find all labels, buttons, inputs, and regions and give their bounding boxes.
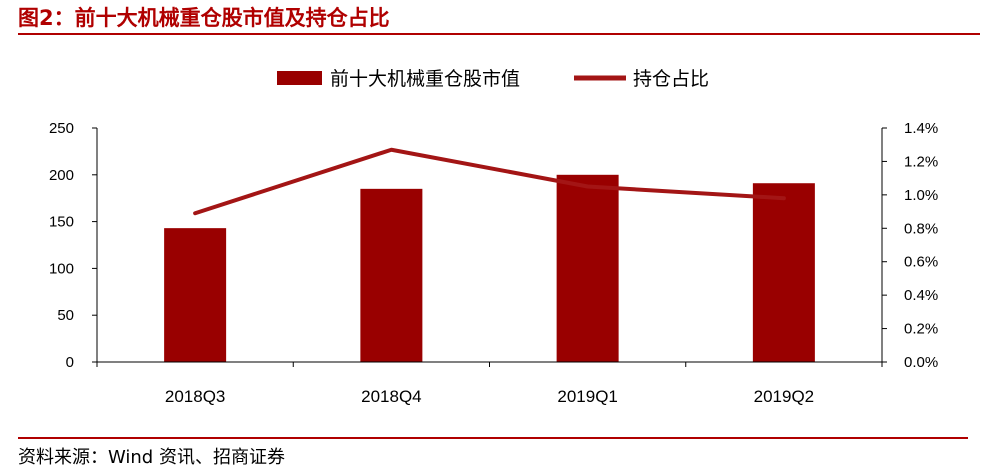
left-tick-label: 0 (66, 354, 74, 371)
source-note: 资料来源：Wind 资讯、招商证券 (18, 447, 285, 468)
bar-2018Q3 (164, 228, 227, 362)
legend-bar-label: 前十大机械重仓股市值 (330, 68, 520, 90)
right-tick-label: 0.6% (904, 254, 938, 271)
combo-chart: 前十大机械重仓股市值 持仓占比 0 50 100 150 200 250 0.0% 0.2% 0.… (49, 68, 938, 406)
right-tick-label: 0.0% (904, 354, 938, 371)
right-tick-label: 1.2% (904, 153, 938, 170)
x-tick-label: 2019Q2 (754, 387, 815, 406)
left-tick-label: 200 (49, 167, 74, 184)
right-tick-label: 0.8% (904, 220, 938, 237)
left-tick-label: 100 (49, 260, 74, 277)
chart-legend: 前十大机械重仓股市值 持仓占比 (277, 68, 709, 90)
chart-axes: 0 50 100 150 200 250 0.0% 0.2% 0.4% 0.6% 0.8% 1.0% 1… (49, 120, 938, 406)
x-tick-label: 2018Q4 (361, 387, 422, 406)
line-series (193, 147, 786, 216)
bar-2018Q4 (360, 188, 423, 362)
x-tick-label: 2018Q3 (165, 387, 226, 406)
right-tick-label: 0.4% (904, 287, 938, 304)
x-tick-label: 2019Q1 (557, 387, 618, 406)
bar-2019Q1 (556, 174, 619, 362)
legend-line-label: 持仓占比 (633, 68, 709, 90)
bar-2019Q2 (752, 183, 815, 362)
legend-bar-swatch (277, 71, 322, 85)
left-tick-label: 250 (49, 120, 74, 137)
footer-divider (18, 437, 968, 439)
title-divider (18, 33, 980, 35)
left-tick-label: 50 (57, 307, 74, 324)
figure-title: 图2：前十大机械重仓股市值及持仓占比 (18, 6, 390, 30)
bar-series (164, 174, 815, 362)
left-tick-label: 150 (49, 214, 74, 231)
line-holding-ratio (193, 147, 786, 216)
right-tick-label: 1.4% (904, 120, 938, 137)
right-tick-label: 1.0% (904, 187, 938, 204)
right-tick-label: 0.2% (904, 321, 938, 338)
